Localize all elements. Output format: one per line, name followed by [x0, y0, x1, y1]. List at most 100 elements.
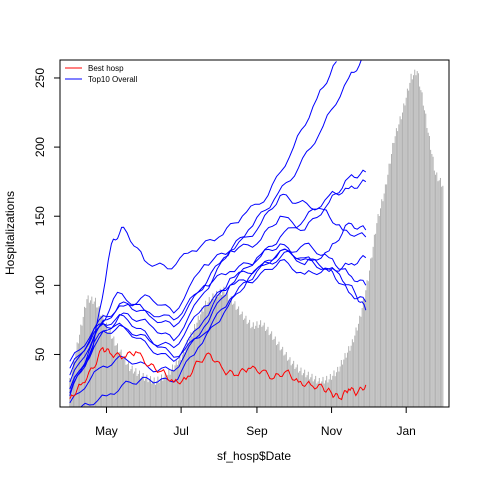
- hospitalization-bar: [208, 297, 210, 407]
- hospitalization-bar: [420, 90, 422, 407]
- hospitalization-bar: [315, 375, 317, 407]
- hospitalization-bar: [130, 369, 132, 407]
- hospitalization-bar: [394, 136, 396, 407]
- hospitalization-bar: [269, 333, 271, 407]
- hospitalization-bar: [203, 306, 205, 407]
- hospitalization-bar: [436, 172, 438, 407]
- hospitalization-bar: [114, 345, 116, 407]
- hospitalization-bar: [357, 323, 359, 407]
- hospitalization-bar: [233, 303, 235, 407]
- top10-series: [69, 242, 367, 363]
- hospitalization-bar: [433, 170, 435, 407]
- hospitalization-bar: [310, 377, 312, 407]
- hospitalization-bar: [435, 174, 437, 407]
- x-tick-label: Nov: [321, 424, 342, 438]
- hospitalization-bar: [113, 336, 115, 407]
- hospitalization-bar: [131, 365, 133, 407]
- hospitalization-bar: [104, 324, 106, 407]
- hospitalization-bar: [426, 128, 428, 407]
- hospitalization-bar: [439, 177, 441, 407]
- hospitalization-bar: [395, 128, 397, 407]
- hospitalization-bar: [236, 308, 238, 407]
- hospitalization-bar: [261, 326, 263, 407]
- hospitalization-bar: [427, 132, 429, 407]
- hospitalization-bar: [247, 322, 249, 407]
- hospitalization-bar: [354, 335, 356, 407]
- hospitalization-bar: [437, 181, 439, 407]
- hospitalization-bar: [301, 375, 303, 407]
- hospitalization-bar: [408, 90, 410, 407]
- hospitalization-bar: [143, 380, 145, 407]
- hospitalization-bar: [391, 154, 392, 407]
- hospitalization-bar: [212, 293, 214, 407]
- hospitalization-bar: [216, 290, 218, 407]
- hospitalization-bar: [238, 306, 240, 407]
- hospitalization-bar: [322, 376, 324, 407]
- x-tick-label: Sep: [246, 424, 268, 438]
- hospitalization-bar: [201, 307, 203, 407]
- hospitalization-bar: [421, 92, 423, 407]
- hospitalization-bar: [383, 193, 385, 407]
- hospitalization-bar: [227, 291, 229, 407]
- x-tick-label: Jan: [397, 424, 416, 438]
- hospitalization-bar: [309, 379, 311, 407]
- hospitalization-bar: [265, 330, 266, 407]
- hospitalization-bar: [74, 361, 76, 407]
- hospitalization-bar: [246, 324, 248, 407]
- hospitalization-bar: [350, 345, 352, 407]
- hospitalization-bar: [262, 325, 264, 407]
- hospitalization-bar: [185, 346, 187, 407]
- best-hosp-series: [69, 346, 367, 401]
- hospitalization-bar: [400, 119, 402, 407]
- hospitalization-bar: [125, 364, 127, 407]
- hospitalization-bar: [376, 223, 378, 407]
- hospitalization-bar: [406, 88, 408, 407]
- hospitalization-bar: [245, 315, 247, 407]
- hospitalization-bar: [388, 163, 390, 407]
- hospitalization-bar: [334, 376, 336, 407]
- hospitalization-bar: [387, 174, 389, 407]
- hospitalization-bar: [85, 307, 87, 407]
- hospitalization-bar: [152, 381, 154, 407]
- hospitalization-bar: [378, 216, 380, 407]
- hospitalization-bar: [384, 184, 386, 407]
- hospitalization-bar: [257, 327, 259, 407]
- hospitalization-bar: [312, 381, 314, 407]
- hospitalization-bar: [146, 374, 148, 407]
- hospitalization-bar: [117, 343, 118, 407]
- hospitalization-bar: [225, 294, 227, 407]
- model-series-lines: [69, 60, 367, 407]
- hospitalization-bar: [307, 371, 309, 407]
- hospitalization-bar: [154, 384, 156, 407]
- hospitalization-bar: [200, 314, 202, 407]
- hospitalization-bar: [355, 327, 357, 407]
- y-axis: 50 100 150 200 250: [33, 68, 60, 361]
- hospitalization-bar: [320, 384, 322, 407]
- hospitalization-bar: [295, 367, 297, 407]
- hospitalization-bar: [128, 362, 129, 407]
- hospitalization-bar: [120, 349, 122, 407]
- hospitalization-bar: [121, 358, 123, 407]
- hospitalization-bar: [258, 324, 260, 407]
- x-axis-title: sf_hosp$Date: [217, 449, 291, 463]
- hospitalization-bar: [134, 371, 136, 407]
- hospitalization-bar: [234, 301, 236, 407]
- hospitalization-bar: [369, 270, 370, 407]
- hospitalization-bar: [184, 352, 186, 407]
- hospitalization-bar: [169, 374, 171, 407]
- hospitalization-bar: [168, 369, 170, 407]
- hospitalization-bar: [441, 186, 443, 407]
- hospitalization-bar: [136, 375, 138, 407]
- hospitalization-bar: [255, 325, 257, 407]
- hospitalization-bar: [398, 124, 400, 407]
- hospitalization-bar: [410, 73, 412, 407]
- hospitalization-bar: [180, 360, 182, 407]
- hospitalization-bar: [279, 350, 281, 407]
- hospitalization-bar: [293, 360, 295, 407]
- hospitalization-bar: [218, 293, 220, 407]
- top10-series: [69, 60, 362, 397]
- hospitalization-bar: [110, 338, 112, 407]
- hospitalization-bar: [340, 360, 342, 407]
- hospitalization-bar: [230, 296, 232, 407]
